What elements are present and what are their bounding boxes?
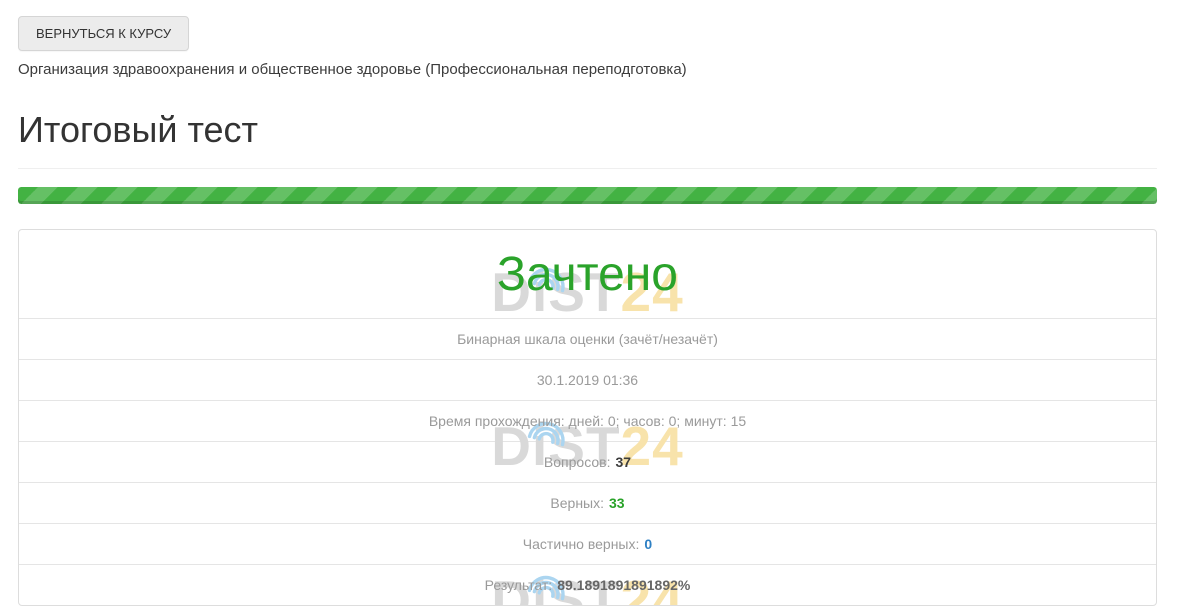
questions-count: 37 — [615, 454, 632, 470]
partially-correct-row: Частично верных: 0 — [19, 523, 1156, 564]
result-status: Зачтено — [497, 247, 678, 301]
partially-correct-label: Частично верных: — [522, 536, 640, 552]
correct-row: Верных: 33 — [19, 482, 1156, 523]
progress-bar-track — [18, 187, 1157, 204]
status-row: Зачтено — [19, 230, 1156, 318]
result-percent: 89.1891891891892% — [557, 577, 691, 593]
course-title: Организация здравоохранения и общественн… — [18, 61, 687, 78]
date-row: 30.1.2019 01:36 — [19, 359, 1156, 400]
page-title: Итоговый тест — [18, 109, 259, 150]
result-label: Результат: — [484, 577, 553, 593]
progress-bar-fill — [18, 187, 1157, 204]
questions-label: Вопросов: — [543, 454, 611, 470]
result-row: Результат: 89.1891891891892% — [19, 564, 1156, 605]
result-card: DiST24 DiST24 — [18, 229, 1157, 606]
grading-scale-text: Бинарная шкала оценки (зачёт/незачёт) — [457, 331, 718, 347]
date-text: 30.1.2019 01:36 — [536, 372, 639, 388]
duration-text: Время прохождения: дней: 0; часов: 0; ми… — [428, 413, 747, 429]
partially-correct-count: 0 — [644, 536, 653, 552]
back-to-course-button[interactable]: ВЕРНУТЬСЯ К КУРСУ — [18, 16, 190, 51]
questions-row: Вопросов: 37 — [19, 441, 1156, 482]
grading-scale-row: Бинарная шкала оценки (зачёт/незачёт) — [19, 318, 1156, 359]
correct-count: 33 — [609, 495, 625, 511]
correct-label: Верных: — [550, 495, 604, 511]
duration-row: Время прохождения: дней: 0; часов: 0; ми… — [19, 400, 1156, 441]
title-divider — [18, 168, 1157, 169]
